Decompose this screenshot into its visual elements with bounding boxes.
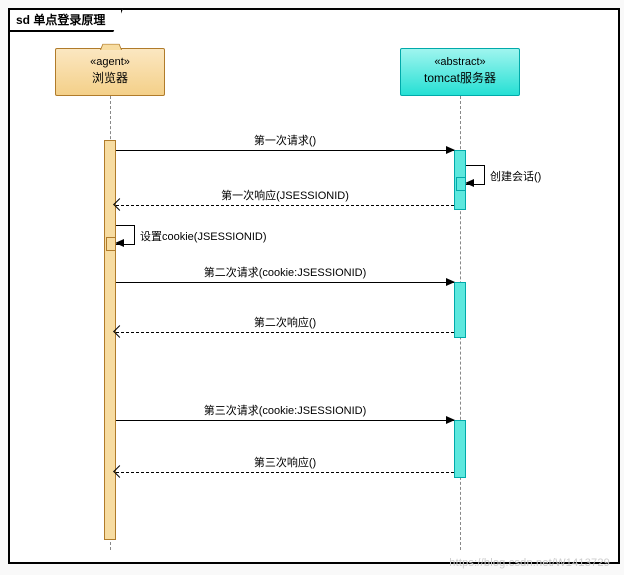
message-label: 第二次请求(cookie:JSESSIONID) xyxy=(116,264,454,280)
self-call-label: 创建会话() xyxy=(490,168,541,184)
message-label: 第二次响应() xyxy=(116,314,454,330)
nested-activation-tomcat xyxy=(456,177,466,191)
frame-title: sd 单点登录原理 xyxy=(8,8,123,32)
message-label: 第三次请求(cookie:JSESSIONID) xyxy=(116,402,454,418)
agent-stereotype: «agent» xyxy=(60,55,160,70)
message-label: 第一次请求() xyxy=(116,132,454,148)
activation-tomcat-2 xyxy=(454,282,466,338)
participant-tomcat: «abstract» tomcat服务器 xyxy=(400,48,520,96)
participant-agent: «agent» 浏览器 xyxy=(55,48,165,96)
tomcat-stereotype: «abstract» xyxy=(405,55,515,70)
nested-activation-agent xyxy=(106,237,116,251)
activation-tomcat-3 xyxy=(454,420,466,478)
message-label: 第一次响应(JSESSIONID) xyxy=(116,187,454,203)
watermark: https://blog.csdn.net/W1413729 xyxy=(449,557,610,569)
self-call-label: 设置cookie(JSESSIONID) xyxy=(140,228,267,244)
agent-name: 浏览器 xyxy=(60,70,160,86)
tomcat-name: tomcat服务器 xyxy=(405,70,515,86)
sequence-diagram-frame: sd 单点登录原理 «agent» 浏览器 «abstract» tomcat服… xyxy=(8,8,620,564)
message-label: 第三次响应() xyxy=(116,454,454,470)
activation-agent xyxy=(104,140,116,540)
